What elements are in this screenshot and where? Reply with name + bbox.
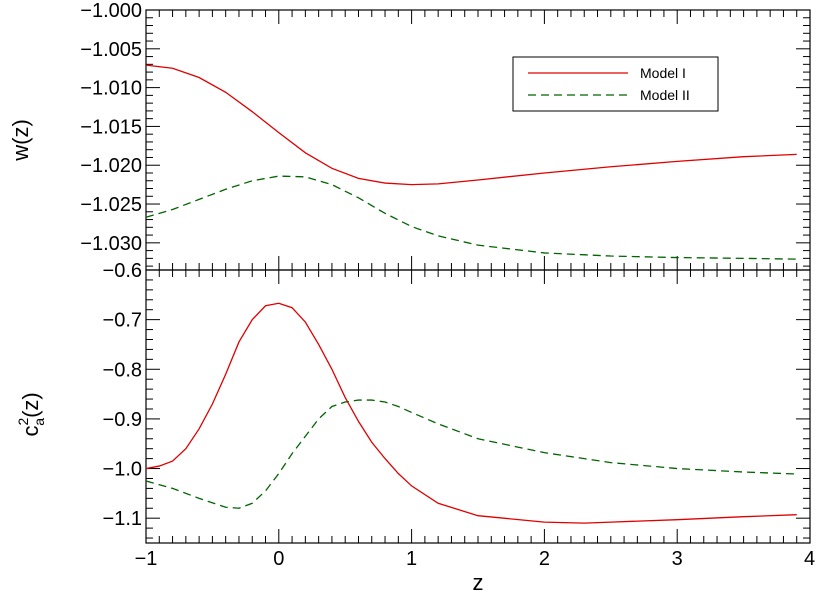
- panel-w: −1.000 −1.005 −1.010 −1.015 −1.020 −1.025 −1.0…: [8, 0, 811, 271]
- y-tick-label: −0.9: [103, 409, 142, 431]
- legend-box: [512, 56, 719, 112]
- y-tick-label: −0.8: [103, 359, 142, 381]
- x-tick-label: 3: [672, 548, 683, 570]
- y-axis-label-w: w(z): [8, 119, 33, 162]
- legend-label-model-ii: Model II: [640, 87, 690, 103]
- y-tick-label: −1.015: [80, 116, 142, 138]
- y-tick-label: −1.030: [80, 233, 142, 255]
- legend-label-model-i: Model I: [640, 65, 686, 81]
- series-line: [145, 302, 797, 524]
- y-tick-label: −1.010: [80, 78, 142, 100]
- y-tick-label: −0.6: [103, 260, 142, 282]
- x-tick-label: −1: [135, 548, 158, 570]
- top-panel-lines: [145, 64, 797, 260]
- series-line: [145, 64, 797, 186]
- bottom-panel-lines: [145, 302, 797, 524]
- y-tick-label: −1.025: [80, 194, 142, 216]
- panel-ca2: −1 0 1 2 3 4−0.6−0.7−0.8−0.9−1.0−1.1 c2a(z) z: [15, 260, 815, 595]
- top-panel-tick-labels: −1.000 −1.005 −1.010 −1.015 −1.020 −1.025 −1.0…: [80, 0, 142, 255]
- plot-frame: [145, 9, 811, 271]
- x-axis-label: z: [473, 570, 484, 595]
- y-label-superscript: 2: [15, 418, 31, 426]
- x-tick-label: 2: [539, 548, 550, 570]
- x-tick-label: 4: [804, 548, 815, 570]
- legend: Model I Model II: [512, 56, 719, 112]
- series-line: [145, 399, 797, 509]
- y-tick-label: −1.020: [80, 155, 142, 177]
- plot-frame: [145, 269, 811, 544]
- y-axis-label-ca2: c2a(z): [15, 392, 47, 436]
- y-label-main: c: [18, 426, 43, 437]
- y-tick-label: −1.005: [80, 39, 142, 61]
- y-tick-label: −1.1: [103, 508, 142, 530]
- y-tick-label: −0.7: [103, 310, 142, 332]
- y-tick-label: −1.0: [103, 459, 142, 481]
- x-tick-label: 0: [273, 548, 284, 570]
- bottom-panel-tick-labels: −1 0 1 2 3 4 −0.6 −0.7 −0.8 −0.9 −1.0 −1.1: [103, 260, 816, 570]
- y-label-subscript: a: [31, 418, 47, 426]
- y-tick-label: −1.000: [80, 0, 142, 22]
- bottom-panel-ticks: [145, 269, 811, 544]
- y-label-tail: (z): [18, 392, 43, 418]
- top-panel-ticks: [145, 9, 811, 271]
- x-tick-label: 1: [406, 548, 417, 570]
- series-line: [145, 175, 797, 260]
